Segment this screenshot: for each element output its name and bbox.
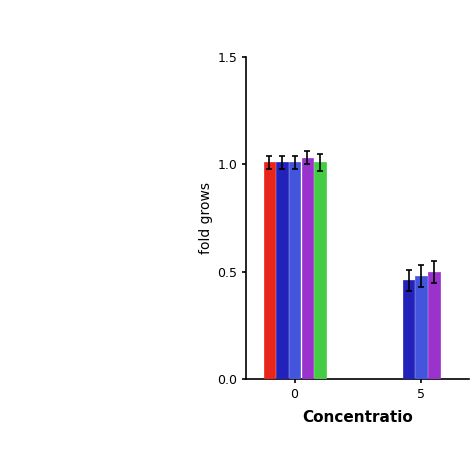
Y-axis label: fold grows: fold grows bbox=[199, 182, 213, 254]
Bar bbox=[314, 162, 326, 379]
Bar bbox=[416, 276, 427, 379]
Bar bbox=[428, 272, 439, 379]
Bar bbox=[264, 162, 275, 379]
Bar bbox=[403, 280, 414, 379]
Bar bbox=[301, 158, 313, 379]
Bar bbox=[276, 162, 288, 379]
Bar bbox=[289, 162, 300, 379]
X-axis label: Concentratio: Concentratio bbox=[302, 410, 413, 425]
